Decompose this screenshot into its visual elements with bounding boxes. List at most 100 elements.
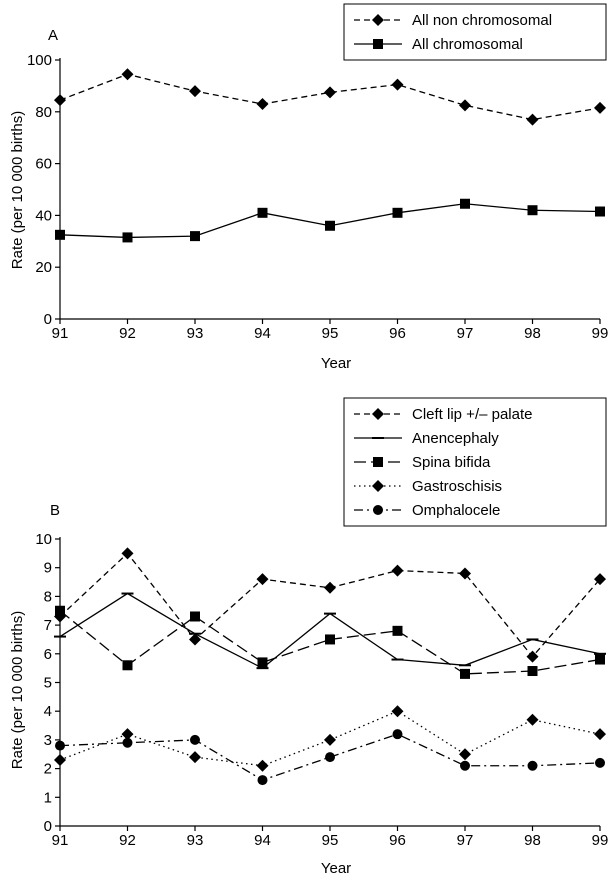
data-point [55,605,65,616]
data-point [324,733,336,746]
data-point [189,633,201,646]
x-tick-label: 96 [389,832,406,849]
legend-box [343,3,607,61]
data-point [391,78,404,91]
data-point [526,713,539,726]
x-tick-label: 99 [592,832,609,849]
series-line-all-non-chromosomal [59,73,601,121]
data-point [122,232,133,243]
data-point [595,757,605,768]
panel-b-y-axis-title: Rate (per 10 000 births) [9,611,26,769]
data-point [325,220,335,231]
legend-entry: All non chromosomal [412,12,552,29]
x-tick-label: 91 [52,832,69,849]
data-point [324,86,336,99]
legend-box [343,397,607,527]
y-tick-label: 5 [44,675,52,692]
y-tick-label: 9 [44,560,52,577]
data-point [122,737,133,748]
y-tick-label: 0 [44,311,52,328]
data-point [121,547,134,560]
data-point [460,668,470,679]
data-point [325,634,335,645]
panel-b-x-axis-title: Year [321,860,351,877]
data-point [190,231,200,242]
panel-a-y-axis-title: Rate (per 10 000 births) [9,111,26,269]
x-tick-label: 97 [457,832,474,849]
series-line-spina-bifida [59,610,601,675]
legend-marker [372,14,384,26]
data-point [190,734,200,745]
data-point [256,98,269,111]
data-point [391,705,404,718]
y-tick-label: 7 [44,617,52,634]
data-point [594,573,606,586]
x-tick-label: 96 [389,325,406,342]
data-point [257,657,268,668]
panel-a-label: A [48,27,58,44]
data-point [594,728,606,741]
data-point [595,206,605,217]
data-point [460,198,470,209]
panel-a-chart: A 0 20 40 60 80 100 91 92 93 94 95 96 97 98 99 All non… [9,3,609,372]
x-tick-label: 93 [187,325,204,342]
x-tick-label: 93 [187,832,204,849]
x-tick-label: 91 [52,325,69,342]
data-point [54,94,66,107]
data-point [54,753,66,766]
panel-b-series [54,547,606,786]
data-point [459,748,471,761]
x-tick-label: 92 [119,832,136,849]
x-tick-label: 98 [524,832,541,849]
data-point [256,573,269,586]
data-point [55,740,65,751]
legend-marker [372,408,384,420]
legend-marker [373,505,383,515]
y-tick-label: 2 [44,761,52,778]
legend-marker [372,480,384,492]
legend-entry: Gastroschisis [412,478,502,495]
data-point [527,666,538,677]
panel-a-series [54,68,606,243]
data-point [325,752,335,763]
data-point [595,654,605,665]
legend-marker [373,457,383,467]
data-point [459,99,471,112]
data-point [392,729,403,740]
y-tick-label: 60 [35,156,52,173]
y-tick-label: 40 [35,207,52,224]
x-tick-label: 95 [322,325,339,342]
legend-entry: Anencephaly [412,430,499,447]
x-tick-label: 99 [592,325,609,342]
series-line-anencephaly [59,592,601,669]
y-tick-label: 0 [44,818,52,835]
panel-b-axes: 0 1 2 3 4 5 6 7 8 9 10 91 92 93 94 95 96 97 98 99 [35,531,608,849]
data-point [392,625,403,636]
panel-a-legend: All non chromosomal All chromosomal [343,3,607,61]
y-tick-label: 80 [35,104,52,121]
panel-b-label: B [50,502,60,519]
data-point [527,760,538,771]
data-point [526,650,539,663]
x-tick-label: 94 [254,832,271,849]
y-tick-label: 4 [44,703,52,720]
legend-entry: Omphalocele [412,502,500,519]
data-point [122,660,133,671]
y-tick-label: 3 [44,732,52,749]
data-point [391,564,404,577]
data-point [459,567,471,580]
data-point [392,207,403,218]
data-point [256,759,269,772]
y-tick-label: 100 [27,52,52,69]
x-tick-label: 94 [254,325,271,342]
data-point [189,85,201,98]
legend-entry: All chromosomal [412,36,523,53]
y-tick-label: 10 [35,531,52,548]
panel-b-legend: Cleft lip +/– palate Anencephaly Spina bif… [343,397,607,527]
x-tick-label: 97 [457,325,474,342]
y-tick-label: 8 [44,588,52,605]
data-point [55,229,65,240]
panel-b-chart: B 0 1 2 3 4 5 6 7 8 9 10 91 92 93 94 95 96 97 98 99 Cleft l… [9,397,608,877]
